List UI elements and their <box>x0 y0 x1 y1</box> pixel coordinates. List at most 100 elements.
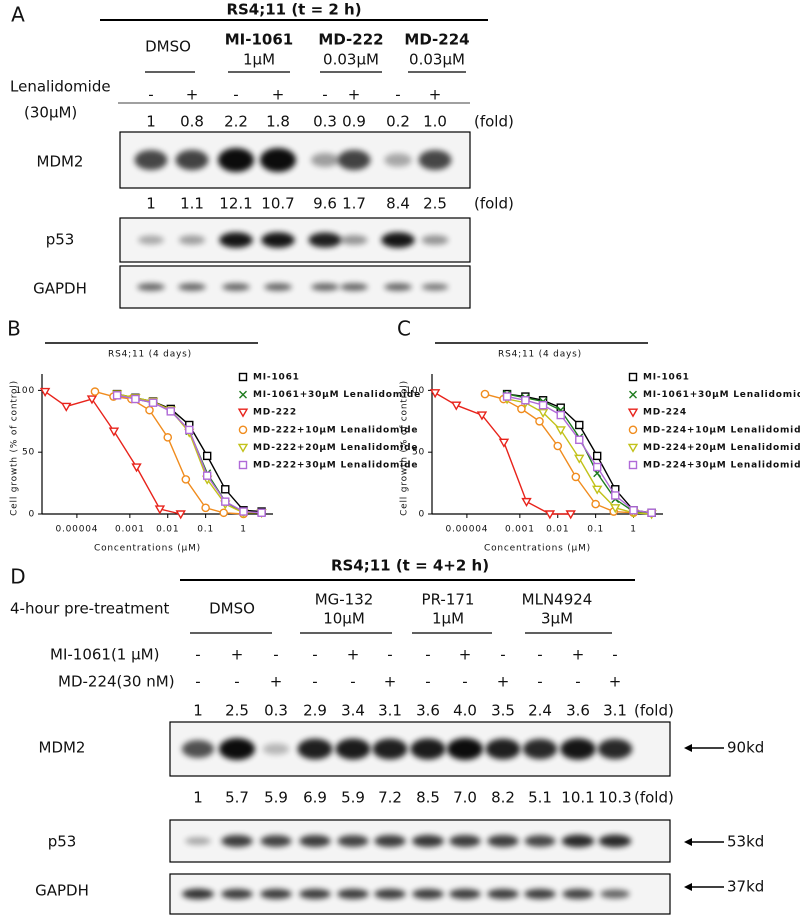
marker <box>61 402 72 412</box>
x-tick-label: 0.00004 <box>445 525 488 535</box>
treatment-sign: + <box>429 86 442 104</box>
marker <box>181 475 191 484</box>
marker <box>145 405 154 415</box>
row-sign: - <box>312 646 317 664</box>
marker <box>480 389 490 399</box>
marker <box>239 507 248 516</box>
band <box>410 738 446 760</box>
fold-value: 10.7 <box>261 195 294 213</box>
treatment-sign: - <box>233 86 238 104</box>
fold-value: 6.9 <box>303 789 327 807</box>
fold-unit: (fold) <box>634 789 674 807</box>
band <box>524 835 556 847</box>
group-name: DMSO <box>209 600 255 618</box>
group-dose: 3μM <box>541 610 573 628</box>
legend-label: MD-224+10μM Lenalidomide <box>643 425 800 435</box>
curve <box>116 394 262 514</box>
legend-marker <box>628 425 638 435</box>
fold-value: 0.2 <box>386 113 410 131</box>
row-sign: + <box>609 673 622 691</box>
x-tick-label: 0.1 <box>197 525 214 535</box>
fold-value: 1 <box>193 789 203 807</box>
band <box>449 834 481 848</box>
x-axis-label: Concentrations (μM) <box>484 544 591 554</box>
marker <box>185 425 194 435</box>
panel-label: B <box>7 317 21 341</box>
fold-value: 1.1 <box>180 195 204 213</box>
fold-value: 3.6 <box>416 702 440 720</box>
marker <box>221 497 230 506</box>
y-tick-label: 100 <box>15 386 35 396</box>
row-sign: - <box>387 646 392 664</box>
row-sign: - <box>612 646 617 664</box>
x-tick-label: 1 <box>240 525 247 535</box>
band <box>447 738 483 760</box>
legend-label: MI-1061 <box>253 373 300 383</box>
band <box>560 738 596 760</box>
band <box>337 835 369 847</box>
row-sign: - <box>350 673 355 691</box>
band <box>524 888 556 900</box>
legend-label: MD-222+10μM Lenalidomide <box>253 425 418 435</box>
fold-value: 2.9 <box>303 702 327 720</box>
band <box>137 283 165 291</box>
y-axis-label: Cell growth (% of control) <box>400 380 410 516</box>
band <box>138 235 164 245</box>
band <box>337 888 369 900</box>
group-dose: 1μM <box>432 610 464 628</box>
fold-value: 10.3 <box>598 789 631 807</box>
row-sign: - <box>425 673 430 691</box>
treatment-sign: + <box>348 86 361 104</box>
blot-label: p53 <box>46 231 75 249</box>
band <box>221 888 253 900</box>
marker <box>131 463 142 473</box>
blot-label: p53 <box>48 833 77 851</box>
band <box>311 152 339 168</box>
marker <box>39 387 51 398</box>
band <box>340 283 368 291</box>
legend-marker <box>238 372 248 382</box>
treatment-sign: + <box>272 86 285 104</box>
group-name: MG-132 <box>315 591 374 609</box>
group-dose: 0.03μM <box>323 51 379 69</box>
chart-title: RS4;11 (4 days) <box>498 350 582 360</box>
band <box>299 888 331 900</box>
legend-marker <box>238 460 248 470</box>
marker <box>592 451 602 461</box>
group-name: MD-222 <box>318 31 383 49</box>
fold-value: 1 <box>193 702 203 720</box>
row-sign: + <box>497 673 510 691</box>
marker <box>112 391 122 400</box>
legend-marker <box>237 408 249 418</box>
legend-label: MD-224+30μM Lenalidomide <box>643 461 800 471</box>
curve <box>434 392 571 515</box>
row-sign: - <box>195 673 200 691</box>
band <box>262 743 290 755</box>
legend-marker <box>628 460 638 470</box>
fold-unit: (fold) <box>474 113 514 131</box>
marker <box>166 407 175 416</box>
fold-value: 5.1 <box>528 789 552 807</box>
band-size: 90kd <box>727 739 764 757</box>
band <box>182 888 214 900</box>
fold-value: 2.5 <box>423 195 447 213</box>
arrow-head <box>684 883 692 891</box>
row-sign: + <box>347 646 360 664</box>
band <box>178 283 206 291</box>
fold-value: 8.4 <box>386 195 410 213</box>
p53-blot <box>119 217 471 263</box>
band <box>561 834 595 848</box>
band <box>487 888 519 900</box>
legend-label: MD-224+20μM Lenalidomide <box>643 443 800 453</box>
marker <box>517 404 526 414</box>
GAPDH-blot <box>119 265 471 309</box>
marker <box>498 438 510 448</box>
fold-value: 8.2 <box>491 789 515 807</box>
band <box>598 834 632 848</box>
band-size: 37kd <box>727 878 764 896</box>
legend-marker <box>629 390 637 399</box>
fold-value: 0.8 <box>180 113 204 131</box>
fold-value: 1 <box>146 195 156 213</box>
fold-value: 0.3 <box>313 113 337 131</box>
treatment-sign: + <box>186 86 199 104</box>
